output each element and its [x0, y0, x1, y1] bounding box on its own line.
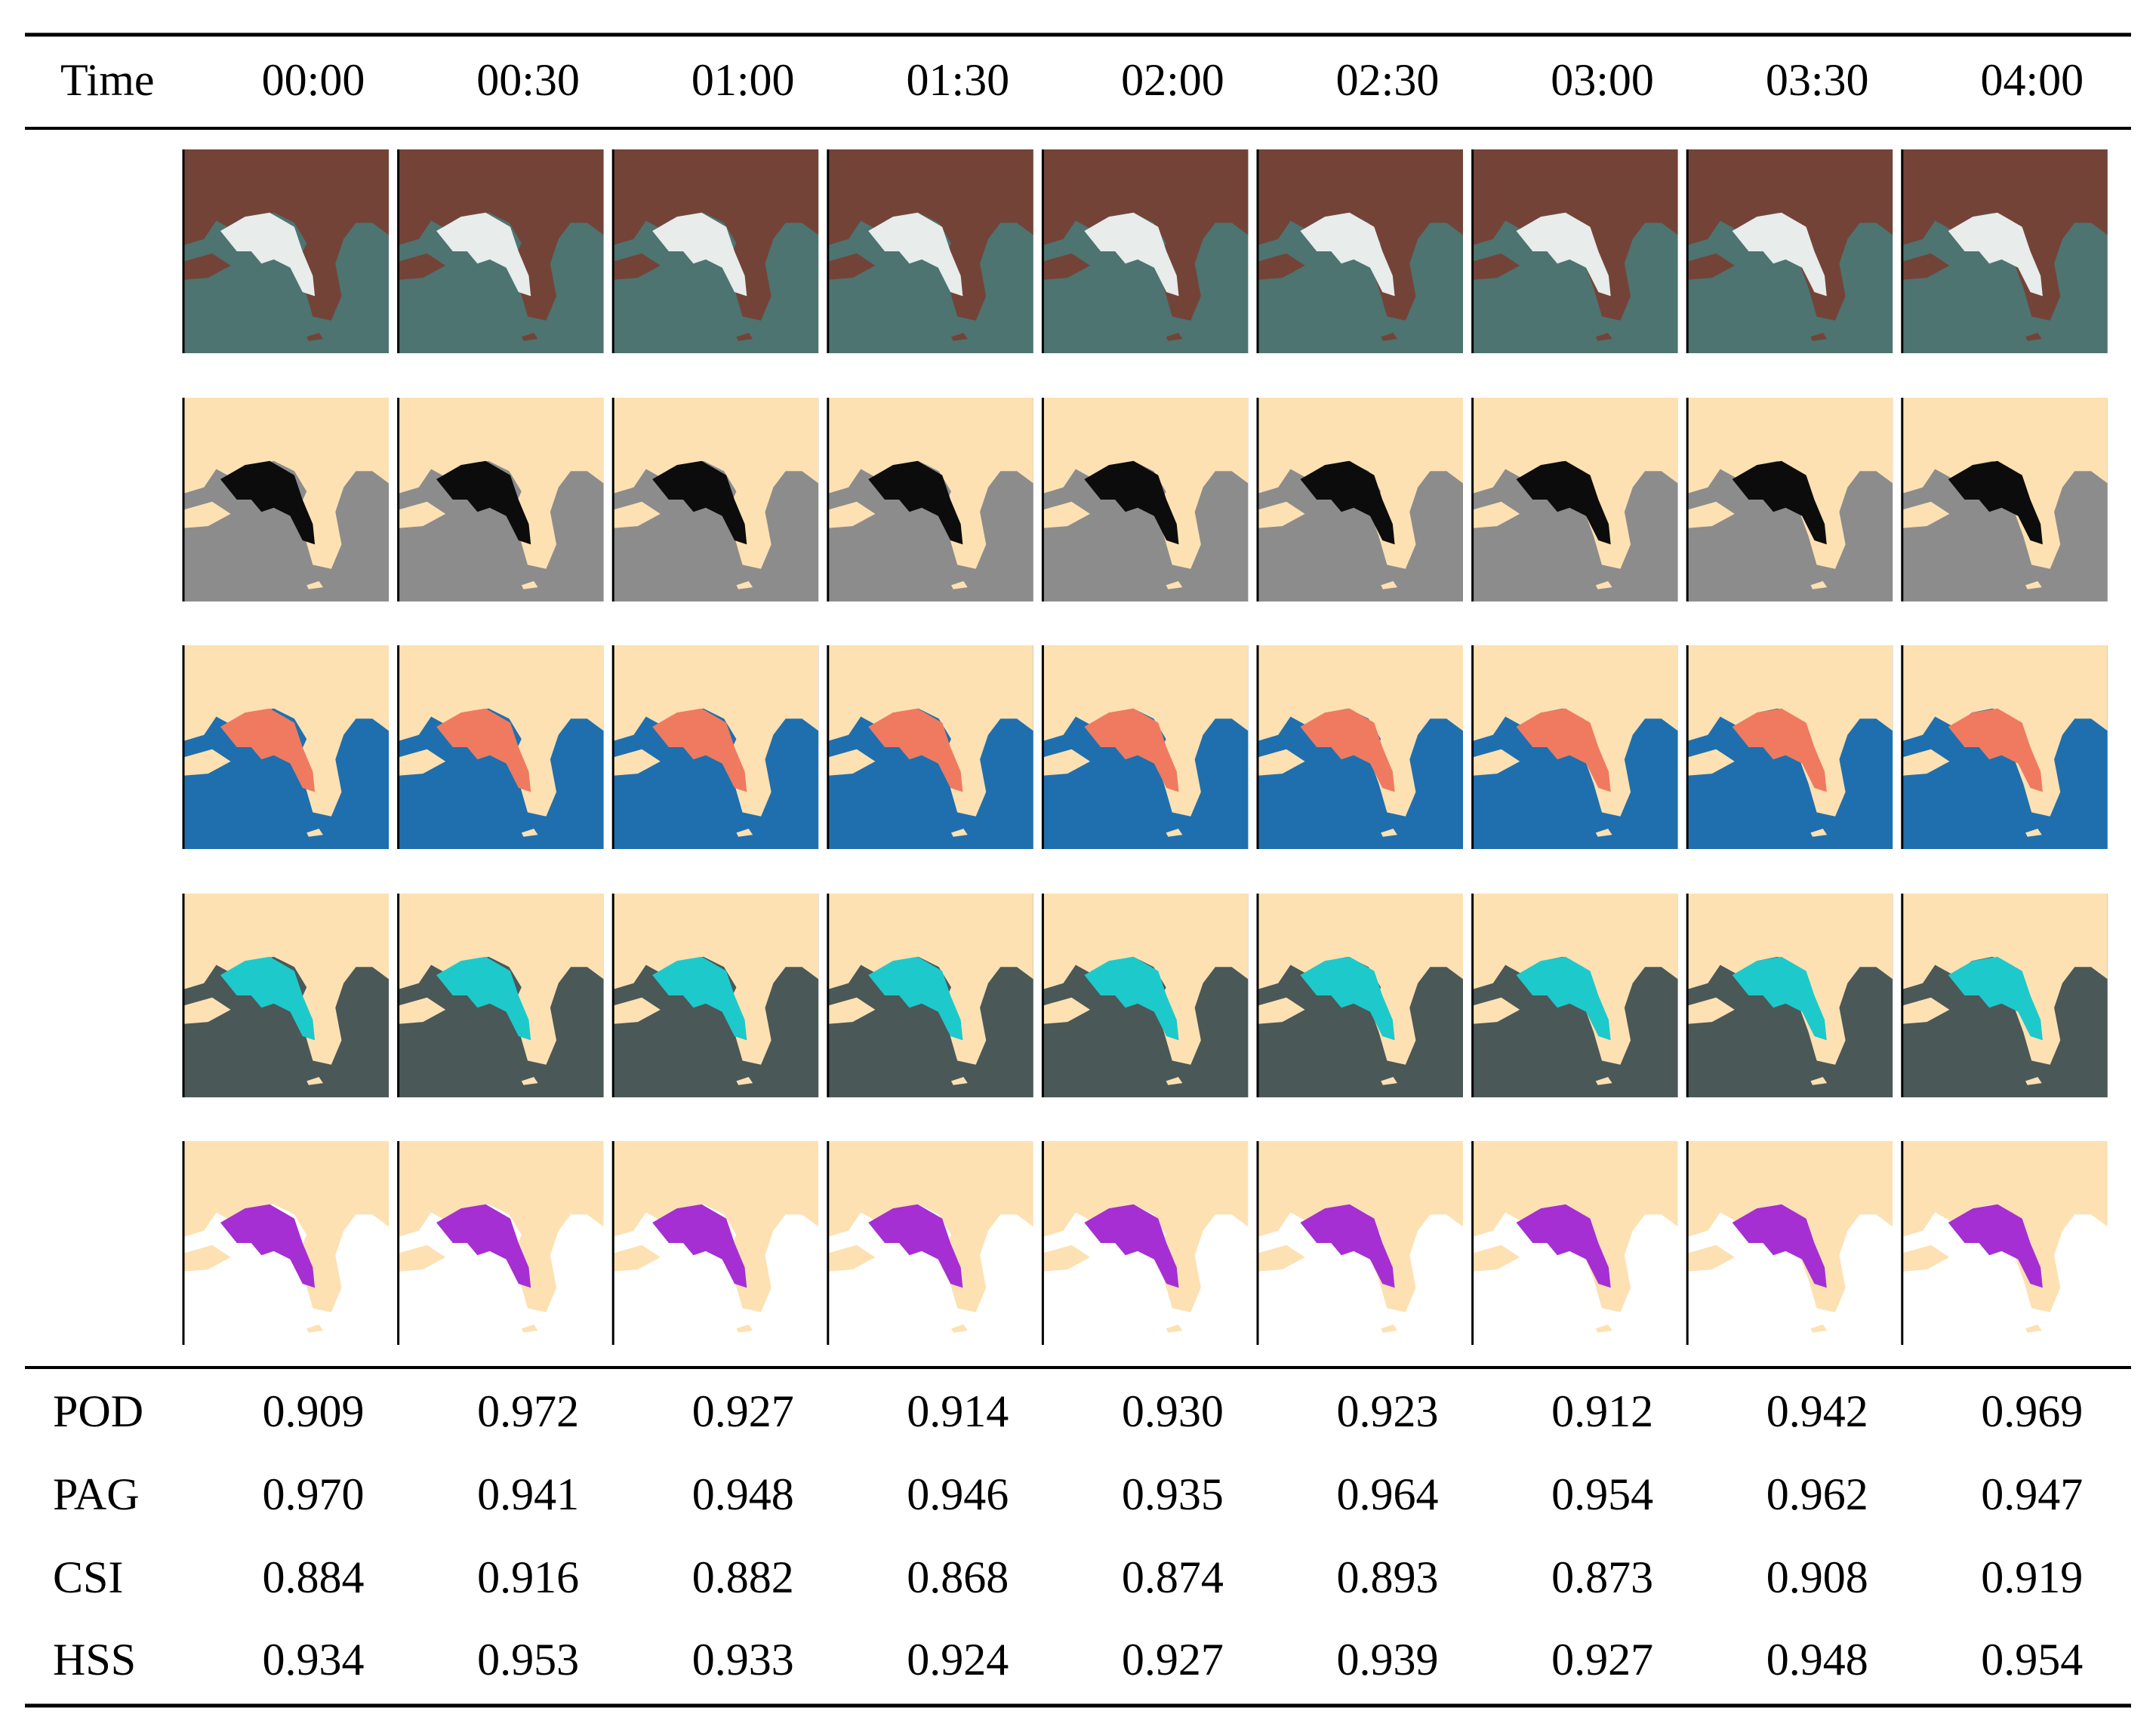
map-thumbnail: [397, 645, 604, 849]
map-thumbnail: [1471, 1141, 1678, 1345]
metric-label: CSI: [53, 1552, 123, 1602]
metric-value: 0.908: [1766, 1552, 1868, 1602]
time-header: 03:00: [1551, 55, 1654, 105]
time-header: 04:00: [1980, 55, 2084, 105]
map-thumbnail: [182, 398, 389, 601]
map-thumbnail: [182, 149, 389, 353]
map-thumbnail: [611, 398, 819, 601]
map-thumbnail: [1041, 398, 1249, 601]
map-thumbnail: [1041, 1141, 1249, 1345]
map-thumbnail: [1256, 149, 1463, 353]
metric-value: 0.884: [263, 1552, 365, 1602]
time-header: 03:30: [1766, 55, 1869, 105]
metric-value: 0.948: [1766, 1635, 1868, 1684]
metric-value: 0.893: [1337, 1552, 1439, 1602]
map-thumbnail: [1901, 398, 2108, 601]
metric-value: 0.933: [692, 1635, 794, 1684]
metric-value: 0.972: [477, 1386, 579, 1436]
metric-label: POD: [53, 1386, 143, 1436]
metric-value: 0.948: [692, 1469, 794, 1519]
metric-value: 0.969: [1981, 1386, 2083, 1436]
map-thumbnail: [1901, 1141, 2108, 1345]
metric-value: 0.946: [907, 1469, 1009, 1519]
map-thumbnail: [1041, 645, 1249, 849]
map-thumbnail: [611, 149, 819, 353]
map-thumbnail: [1901, 894, 2108, 1097]
metric-label: HSS: [53, 1635, 136, 1684]
time-header: 02:30: [1336, 55, 1440, 105]
metric-value: 0.935: [1122, 1469, 1224, 1519]
metric-value: 0.916: [477, 1552, 579, 1602]
image-grid: [182, 149, 2108, 1345]
map-thumbnail: [1471, 398, 1678, 601]
map-thumbnail: [1041, 894, 1249, 1097]
map-thumbnail: [1256, 894, 1463, 1097]
metric-value: 0.942: [1766, 1386, 1868, 1436]
map-thumbnail: [827, 894, 1033, 1097]
map-thumbnail: [1471, 894, 1678, 1097]
metric-value: 0.964: [1337, 1469, 1439, 1519]
map-thumbnail: [182, 1141, 389, 1345]
map-thumbnail: [397, 398, 604, 601]
metric-value: 0.970: [263, 1469, 365, 1519]
map-thumbnail: [1471, 645, 1678, 849]
map-thumbnail: [397, 149, 604, 353]
time-header: 02:00: [1121, 55, 1224, 105]
metric-value: 0.874: [1122, 1552, 1224, 1602]
metric-value: 0.914: [907, 1386, 1009, 1436]
metric-value: 0.919: [1981, 1552, 2083, 1602]
map-thumbnail: [1901, 149, 2108, 353]
metric-value: 0.927: [1551, 1635, 1653, 1684]
map-thumbnail: [1686, 1141, 1893, 1345]
metric-value: 0.954: [1981, 1635, 2083, 1684]
map-thumbnail: [611, 1141, 819, 1345]
map-thumbnail: [1471, 149, 1678, 353]
metric-value: 0.953: [477, 1635, 579, 1684]
map-thumbnail: [1686, 149, 1893, 353]
metric-value: 0.923: [1337, 1386, 1439, 1436]
map-thumbnail: [611, 894, 819, 1097]
map-thumbnail: [827, 149, 1033, 353]
time-header: 00:30: [476, 55, 580, 105]
metric-value: 0.909: [263, 1386, 365, 1436]
map-thumbnail: [1686, 645, 1893, 849]
time-header: 01:00: [691, 55, 795, 105]
metric-value: 0.954: [1551, 1469, 1653, 1519]
metric-value: 0.939: [1337, 1635, 1439, 1684]
metric-value: 0.882: [692, 1552, 794, 1602]
map-thumbnail: [182, 894, 389, 1097]
metric-value: 0.927: [692, 1386, 794, 1436]
map-thumbnail: [827, 1141, 1033, 1345]
map-thumbnail: [1686, 894, 1893, 1097]
metric-value: 0.962: [1766, 1469, 1868, 1519]
map-thumbnail: [397, 894, 604, 1097]
time-header: 00:00: [262, 55, 365, 105]
map-thumbnail: [1901, 645, 2108, 849]
map-thumbnail: [611, 645, 819, 849]
map-thumbnail: [827, 645, 1033, 849]
metric-value: 0.930: [1122, 1386, 1224, 1436]
metric-value: 0.924: [907, 1635, 1009, 1684]
header-label: Time: [60, 55, 155, 105]
metric-value: 0.927: [1122, 1635, 1224, 1684]
map-thumbnail: [1686, 398, 1893, 601]
map-thumbnail: [182, 645, 389, 849]
metric-value: 0.947: [1981, 1469, 2083, 1519]
map-thumbnail: [1041, 149, 1249, 353]
map-thumbnail: [827, 398, 1033, 601]
metric-value: 0.934: [263, 1635, 365, 1684]
metric-label: PAG: [53, 1469, 140, 1519]
map-thumbnail: [1256, 645, 1463, 849]
time-header: 01:30: [906, 55, 1009, 105]
metric-value: 0.912: [1551, 1386, 1653, 1436]
map-thumbnail: [397, 1141, 604, 1345]
metric-value: 0.941: [477, 1469, 579, 1519]
map-thumbnail: [1256, 1141, 1463, 1345]
metric-value: 0.873: [1551, 1552, 1653, 1602]
map-thumbnail: [1256, 398, 1463, 601]
metric-value: 0.868: [907, 1552, 1009, 1602]
